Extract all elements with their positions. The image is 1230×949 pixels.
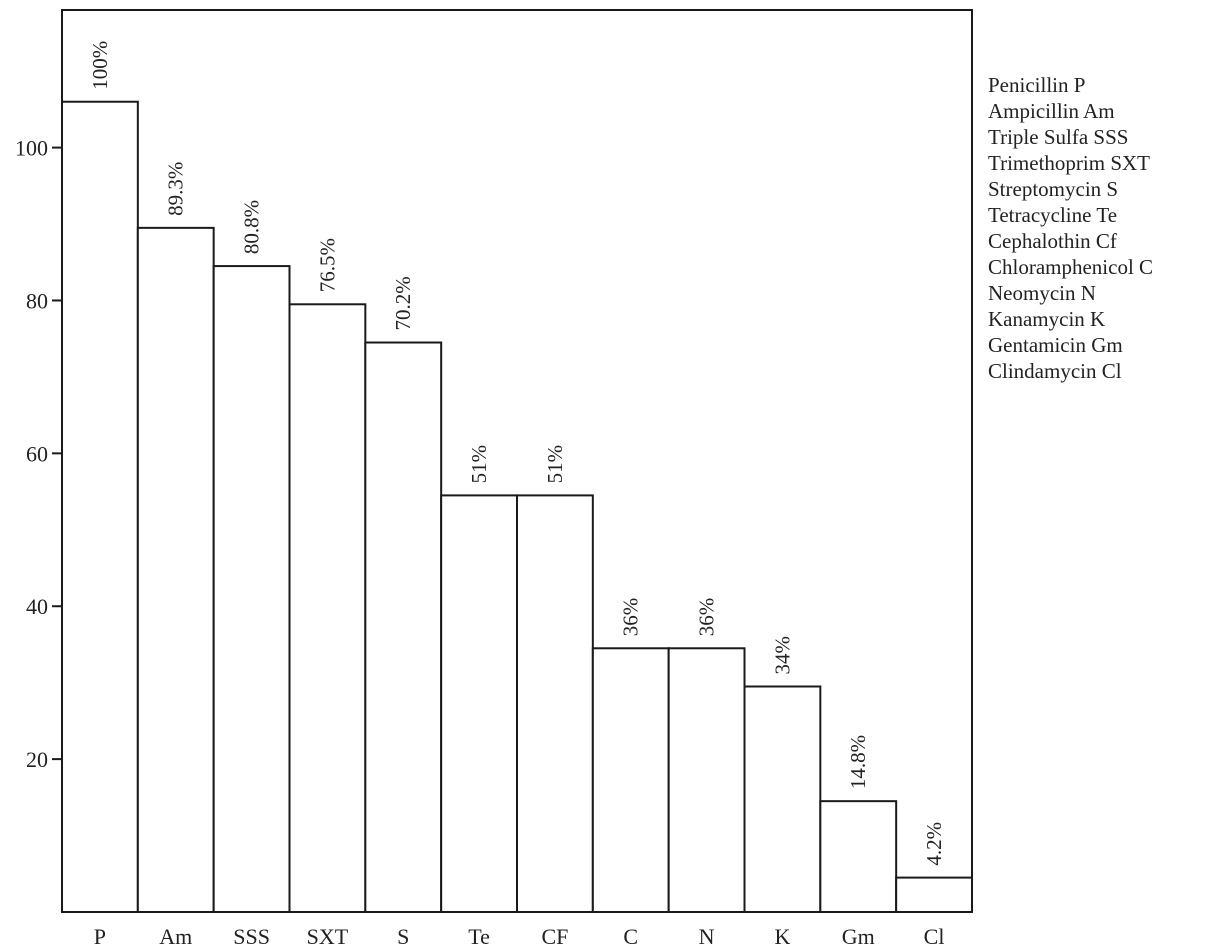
x-tick-label: Gm (842, 924, 875, 949)
y-axis: 20 40 60 80 100 (15, 136, 62, 772)
bar (743, 685, 822, 913)
x-tick-label: C (623, 924, 638, 949)
legend: Penicillin P Ampicillin Am Triple Sulfa … (988, 72, 1153, 384)
data-label: 76.5% (315, 238, 339, 292)
y-tick-label: 20 (26, 747, 48, 772)
bar (667, 647, 746, 913)
bar (136, 226, 215, 913)
legend-item: Gentamicin Gm (988, 333, 1123, 357)
data-labels: 100% 89.3% 80.8% 76.5% 70.2% 51% 51% 36% 36% 34% 1… (88, 41, 946, 866)
x-tick-label: K (774, 924, 790, 949)
x-tick-label: S (397, 924, 409, 949)
data-label: 36% (619, 598, 643, 637)
x-tick-label: SSS (233, 924, 270, 949)
data-label: 51% (543, 445, 567, 484)
y-tick-label: 40 (26, 594, 48, 619)
bars (61, 100, 974, 913)
data-label: 36% (695, 598, 719, 637)
legend-item: Cephalothin Cf (988, 229, 1117, 253)
y-tick-label: 100 (15, 136, 48, 161)
legend-item: Streptomycin S (988, 177, 1119, 201)
bar (895, 876, 974, 913)
data-label: 4.2% (922, 822, 946, 866)
bar (516, 494, 594, 913)
x-tick-label: P (94, 924, 106, 949)
legend-item: Trimethoprim SXT (988, 151, 1150, 175)
x-tick-label: Am (159, 924, 192, 949)
legend-item: Clindamycin Cl (988, 359, 1122, 383)
x-tick-label: N (699, 924, 715, 949)
legend-item: Penicillin P (988, 73, 1086, 97)
bar (591, 647, 670, 913)
data-label: 14.8% (846, 735, 870, 789)
x-tick-label: Cl (924, 924, 945, 949)
legend-item: Chloramphenicol C (988, 255, 1154, 279)
bar (61, 100, 139, 913)
legend-item: Triple Sulfa SSS (988, 125, 1129, 149)
data-label: 70.2% (391, 276, 415, 330)
bar (440, 494, 518, 913)
x-tick-label: CF (541, 924, 568, 949)
data-label: 51% (467, 445, 491, 484)
data-label: 100% (88, 41, 112, 90)
legend-item: Neomycin N (988, 281, 1096, 305)
y-tick-label: 80 (26, 288, 48, 313)
bar (364, 341, 443, 913)
y-tick-label: 60 (26, 441, 48, 466)
legend-item: Kanamycin K (988, 307, 1106, 331)
x-axis: P Am SSS SXT S Te CF C N K Gm Cl (94, 924, 945, 949)
x-tick-label: SXT (307, 924, 349, 949)
bar (288, 303, 367, 913)
data-label: 80.8% (240, 200, 264, 254)
data-label: 34% (770, 636, 794, 675)
bar (212, 265, 291, 913)
bar (819, 800, 898, 913)
legend-item: Tetracycline Te (988, 203, 1118, 227)
x-tick-label: Te (468, 924, 490, 949)
legend-item: Ampicillin Am (988, 99, 1115, 123)
data-label: 89.3% (164, 162, 188, 216)
